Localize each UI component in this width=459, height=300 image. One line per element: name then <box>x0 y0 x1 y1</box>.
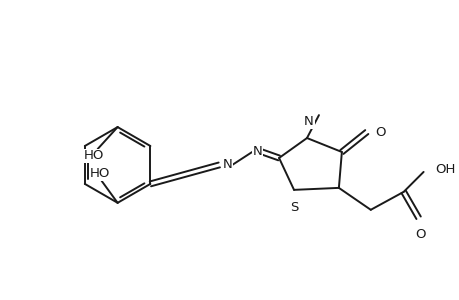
Text: OH: OH <box>435 164 455 176</box>
Text: N: N <box>252 146 262 158</box>
Text: N: N <box>303 115 313 128</box>
Text: O: O <box>414 228 425 241</box>
Text: S: S <box>289 201 297 214</box>
Text: HO: HO <box>90 167 110 180</box>
Text: N: N <box>222 158 232 172</box>
Text: HO: HO <box>84 149 104 163</box>
Text: O: O <box>374 126 385 139</box>
